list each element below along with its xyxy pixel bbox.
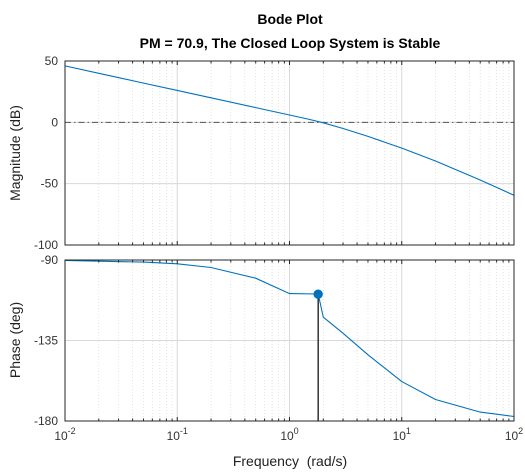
magnitude-panel: 50 0 -50 -100	[34, 54, 515, 252]
response-line	[64, 65, 515, 196]
y-tick-label: -50	[41, 177, 59, 191]
x-tick-label: 10-1	[167, 426, 188, 443]
phase-ylabel: Phase (deg)	[7, 302, 23, 378]
chart-subtitle: PM = 70.9, The Closed Loop System is Sta…	[140, 35, 441, 51]
frequency-xlabel: Frequency (rad/s)	[233, 453, 347, 469]
y-tick-label: -100	[34, 238, 58, 252]
y-tick-label: 0	[51, 115, 58, 129]
x-tick-label: 100	[280, 426, 298, 443]
y-tick-label: 50	[45, 54, 59, 68]
magnitude-ylabel: Magnitude (dB)	[7, 105, 23, 201]
y-tick-label: -90	[41, 253, 59, 267]
phase-margin-marker	[313, 289, 323, 299]
x-tick-label: 102	[505, 426, 523, 443]
x-tick-label: 101	[393, 426, 411, 443]
response-line	[64, 259, 515, 418]
y-tick-label: -135	[34, 334, 58, 348]
y-tick-label: -180	[34, 414, 58, 428]
chart-title: Bode Plot	[257, 11, 323, 27]
x-tick-label: 10-2	[54, 426, 75, 443]
